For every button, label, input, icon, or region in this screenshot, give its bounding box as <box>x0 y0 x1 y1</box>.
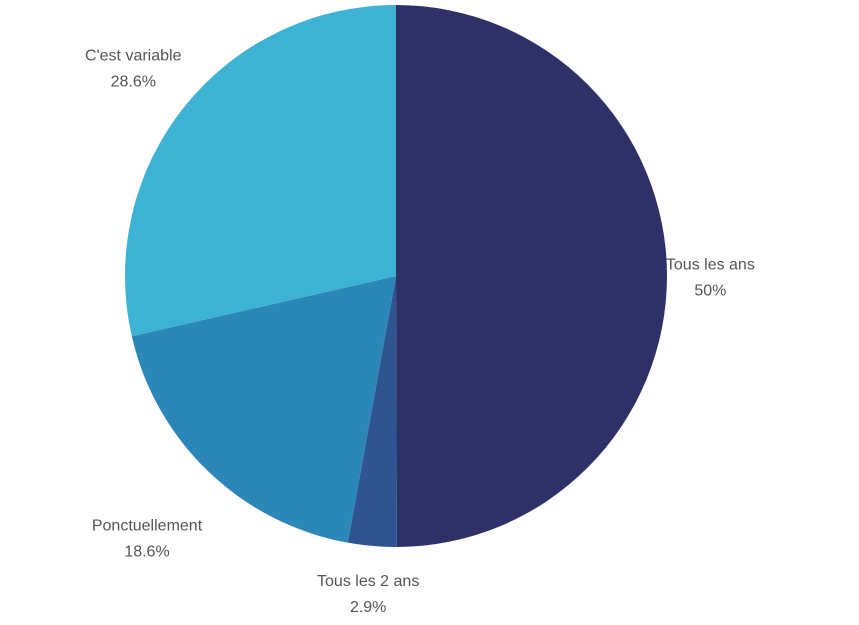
pie-slice-tous-les-2-ans <box>347 276 397 547</box>
slices-layer <box>124 5 667 547</box>
pie-slice-ponctuellement <box>131 276 396 543</box>
slice-value-tous-les-ans: 50% <box>694 283 726 300</box>
pie-slice-tous-les-ans <box>396 5 667 547</box>
slice-label-c-est-variable: C'est variable <box>85 47 182 64</box>
slice-value-tous-les-2-ans: 2.9% <box>350 599 386 616</box>
slice-value-ponctuellement: 18.6% <box>124 544 169 561</box>
labels-layer: Tous les ans 50% Tous les 2 ans 2.9% Ponctue… <box>85 47 755 615</box>
slice-value-c-est-variable: 28.6% <box>111 73 156 90</box>
slice-label-tous-les-2-ans: Tous les 2 ans <box>317 573 419 590</box>
slice-label-ponctuellement: Ponctuellement <box>92 518 203 535</box>
slice-label-tous-les-ans: Tous les ans <box>666 257 755 274</box>
pie-slice-c-est-variable <box>124 5 396 337</box>
